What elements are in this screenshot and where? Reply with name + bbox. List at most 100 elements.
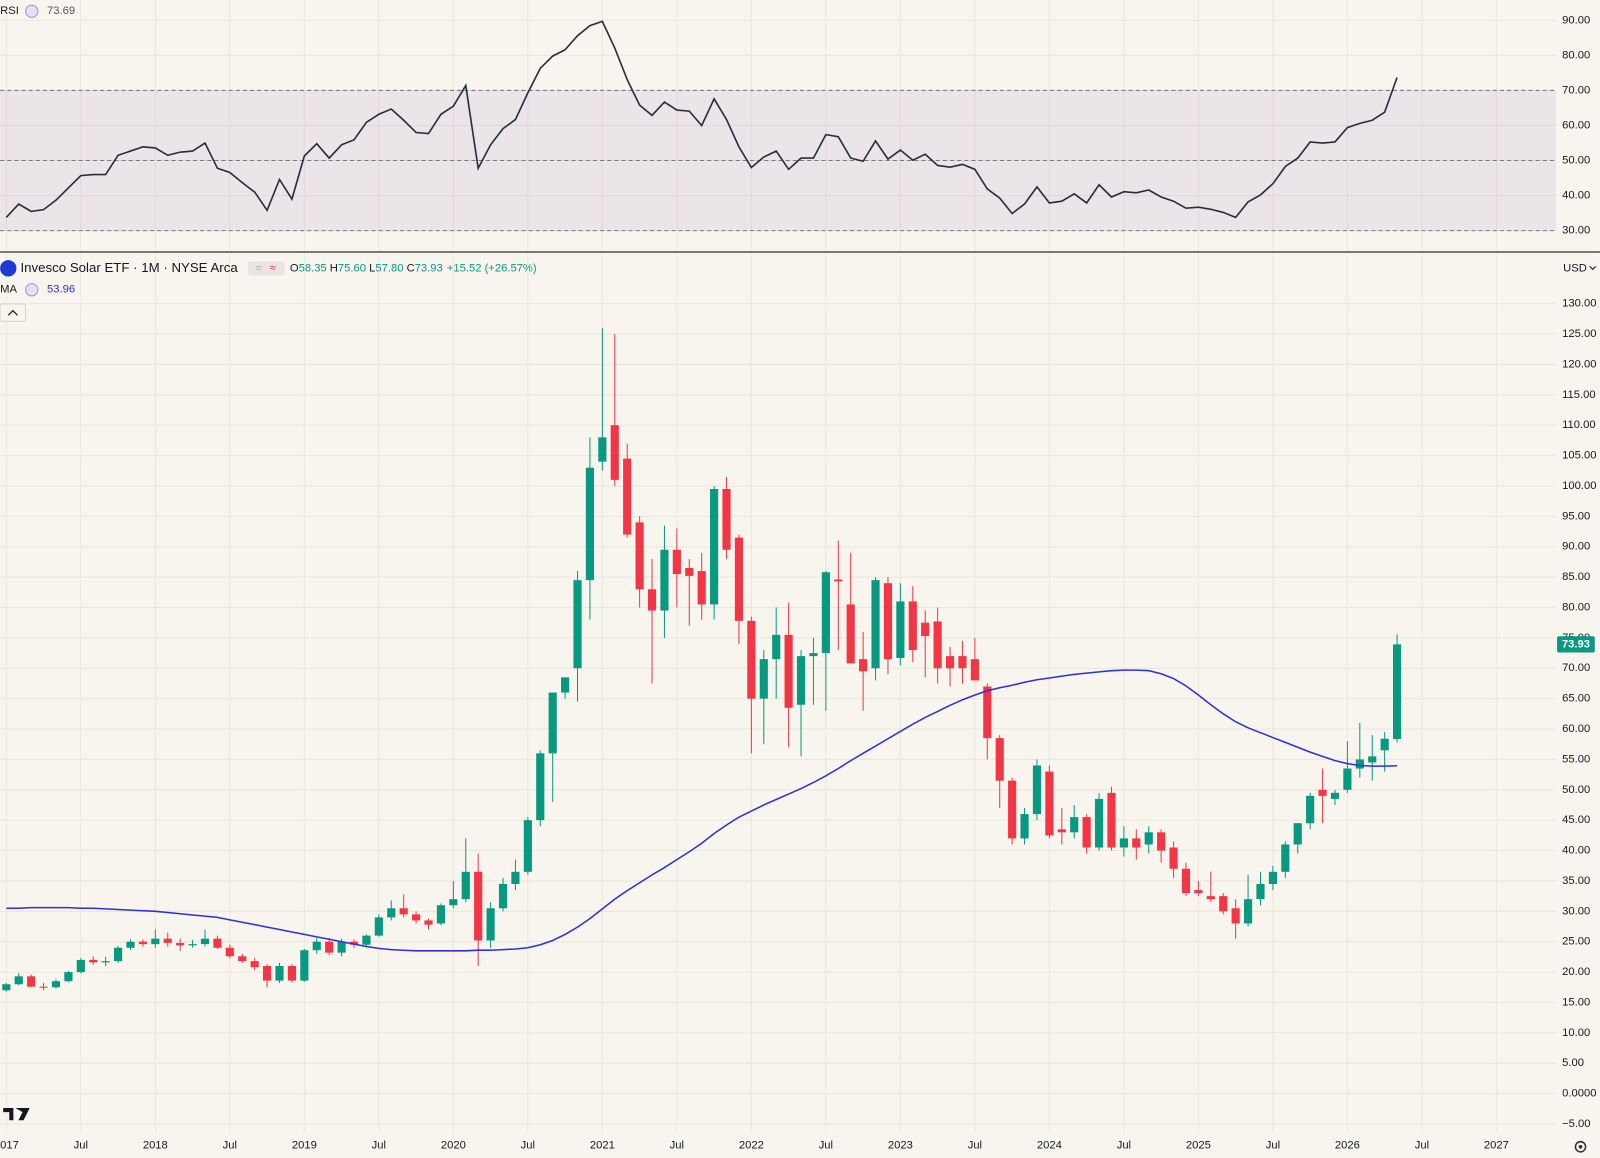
candle-body <box>213 938 222 948</box>
candle-body <box>362 935 371 945</box>
x-tick-label: Jul <box>521 1140 535 1152</box>
x-tick-label: 2026 <box>1335 1140 1360 1152</box>
candle-body <box>163 938 172 943</box>
ohlc-key: O <box>290 262 299 274</box>
y-tick-label: 10.00 <box>1562 1027 1590 1039</box>
candle-body <box>101 961 110 963</box>
x-tick-label: 2023 <box>888 1140 913 1152</box>
candle-body <box>1231 908 1240 924</box>
candle-body <box>896 601 905 658</box>
candle-body <box>263 966 272 981</box>
candle-body <box>424 920 433 925</box>
candle-body <box>176 942 185 946</box>
candle-body <box>1368 756 1377 763</box>
x-tick-label: 2025 <box>1186 1140 1211 1152</box>
candle-body <box>871 580 880 669</box>
candle-body <box>548 692 557 754</box>
candle-body <box>983 686 992 739</box>
candle-body <box>908 601 917 651</box>
candle-body <box>1144 832 1153 845</box>
x-tick-label: 2018 <box>143 1140 168 1152</box>
candle-body <box>138 941 147 945</box>
candle-body <box>449 899 458 906</box>
x-tick-label: Jul <box>372 1140 386 1152</box>
candle-body <box>1293 823 1302 845</box>
ohlc-key: L <box>369 262 375 274</box>
candle-body <box>325 941 334 953</box>
candle-body <box>623 458 632 535</box>
y-tick-label: 110.00 <box>1562 419 1595 431</box>
axes: 2017 Jul 2018 Jul 2019 Jul 2020 Jul 2021 Jul 2022 J… <box>0 14 1596 1151</box>
candle-body <box>51 981 61 988</box>
candle-body <box>64 972 73 982</box>
ohlc-value: 73.93 <box>415 262 443 274</box>
y-tick-label: 90.00 <box>1562 14 1590 26</box>
candle-body <box>821 572 830 654</box>
candle-body <box>126 941 135 948</box>
y-tick-label: 85.00 <box>1562 571 1590 583</box>
y-tick-label: 60.00 <box>1562 723 1590 735</box>
symbol-title[interactable]: Invesco Solar ETF · 1M · NYSE Arca <box>21 260 239 275</box>
candle-body <box>697 571 706 605</box>
candle-body <box>1157 832 1166 851</box>
y-tick-label: 15.00 <box>1562 996 1590 1008</box>
y-tick-label: 130.00 <box>1562 298 1596 310</box>
currency-caret <box>1589 265 1597 271</box>
candle-body <box>486 908 495 941</box>
y-tick-label: 50.00 <box>1562 784 1590 796</box>
candle-body <box>970 659 979 681</box>
candle-body <box>722 489 731 550</box>
x-tick-label: Jul <box>819 1140 833 1152</box>
currency[interactable]: USD <box>1563 262 1587 274</box>
candle-body <box>461 871 470 900</box>
candle-body <box>1194 890 1203 894</box>
collapse-button[interactable] <box>0 303 27 322</box>
x-tick-label: 2020 <box>441 1140 466 1152</box>
y-tick-label: 50.00 <box>1562 155 1590 167</box>
candle-body <box>1045 771 1054 836</box>
candle-body <box>1318 789 1327 796</box>
candle-body <box>610 425 619 480</box>
y-tick-label: 30.00 <box>1562 225 1590 237</box>
settings-gear[interactable] <box>1574 1140 1587 1153</box>
y-tick-label: 40.00 <box>1562 190 1590 202</box>
candle-body <box>14 976 23 985</box>
candle-body <box>759 659 768 699</box>
candle-body <box>250 961 259 968</box>
y-tick-label: 100.00 <box>1562 480 1596 492</box>
candle-body <box>1281 844 1290 872</box>
y-tick-label: 65.00 <box>1562 693 1590 705</box>
candle-body <box>1392 644 1402 740</box>
candle-body <box>1020 814 1029 839</box>
settings-icon[interactable] <box>25 4 39 18</box>
candle-body <box>498 883 508 909</box>
candle-body <box>337 941 346 953</box>
candle-body <box>1306 795 1315 824</box>
x-tick-label: Jul <box>1117 1140 1131 1152</box>
price-pane <box>2 327 1402 992</box>
y-tick-label: 120.00 <box>1562 358 1596 370</box>
candle-body <box>1380 738 1389 751</box>
candle-body <box>1343 768 1352 790</box>
candle-body <box>275 966 284 981</box>
x-tick-label: Jul <box>1266 1140 1280 1152</box>
candle-body <box>672 549 681 575</box>
chart-type-badge[interactable] <box>248 261 285 276</box>
y-tick-label: 125.00 <box>1562 328 1596 340</box>
settings-icon[interactable] <box>25 283 39 297</box>
candle-body <box>2 984 11 991</box>
candle-body <box>772 634 781 660</box>
rsi-line <box>5 20 1398 219</box>
x-tick-label: 2017 <box>0 1140 19 1152</box>
candle-body <box>958 656 967 669</box>
y-tick-label: −5.00 <box>1562 1118 1590 1130</box>
candle-body <box>436 905 446 924</box>
ohlc-key: H <box>330 262 338 274</box>
candle-body <box>238 956 247 962</box>
badge-icon: = <box>255 262 262 274</box>
candle-body <box>1330 792 1340 799</box>
ohlc-value: 75.60 <box>338 262 366 274</box>
y-tick-label: 115.00 <box>1562 389 1595 401</box>
candle-body <box>933 621 942 669</box>
grid <box>0 0 1557 1133</box>
